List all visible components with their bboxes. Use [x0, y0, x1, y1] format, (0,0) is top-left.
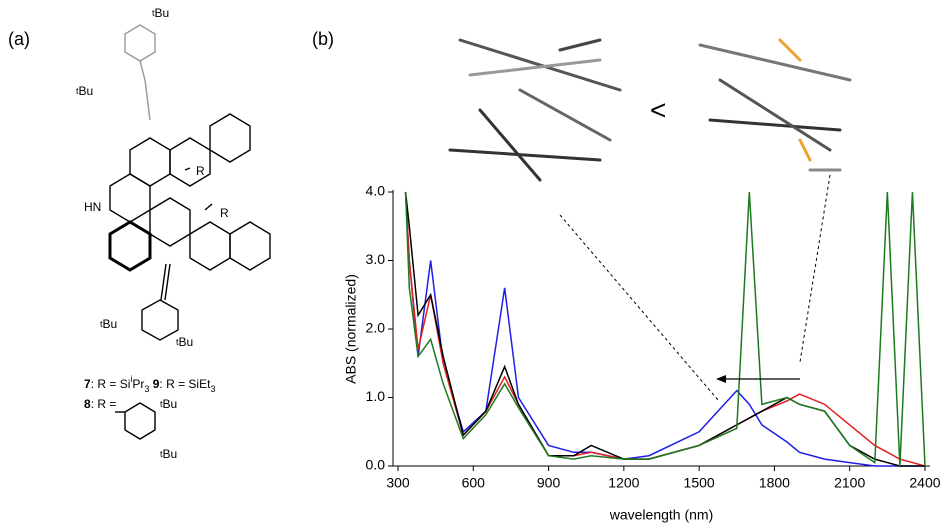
y-tick-label: 4.0 [366, 183, 386, 199]
series-line [406, 192, 925, 466]
tbu: tBu [152, 6, 169, 20]
x-tick-label: 900 [537, 475, 561, 491]
x-tick-label: 2100 [834, 475, 865, 491]
inset-structure [700, 40, 850, 170]
r-label: R [196, 164, 205, 178]
x-tick-label: 2400 [909, 475, 940, 491]
caption-part: Pr [132, 377, 144, 391]
molecule-labels: tBu tBu R HN R tBu tBu 7: R = SiiPr3 9: … [76, 6, 229, 461]
caption-part: : R = [91, 397, 117, 411]
x-tick-label: 600 [462, 475, 486, 491]
series-line [406, 192, 925, 466]
y-tick-label: 2.0 [366, 320, 386, 336]
tbu-group: Bu [79, 84, 94, 98]
caption-part: 3 [210, 384, 215, 394]
tbu: tBu [160, 397, 177, 411]
y-tick-label: 1.0 [366, 388, 386, 404]
figure: (a) (b) tBu tBu R HN R tBu tBu 7: R = Si… [0, 0, 949, 526]
x-axis-label: wavelength (nm) [609, 507, 714, 523]
x-tick-label: 1500 [684, 475, 715, 491]
x-tick-label: 300 [386, 475, 410, 491]
connector [560, 215, 718, 400]
tbu: tBu [176, 335, 193, 349]
panel-label: (b) [312, 29, 334, 49]
plot: 0.0 1.0 2.0 3.0 4.0 300 600 900 1200 1500 1800 2100… [343, 183, 941, 523]
tbu-group: Bu [155, 6, 170, 20]
caption-line: 7: R = SiiPr3 9: R = SiEt3 [84, 374, 215, 394]
connector [800, 175, 830, 362]
x-tick-label: 1200 [608, 475, 639, 491]
inset-structure [450, 40, 620, 180]
caption-part: 9 [149, 377, 159, 391]
r-label: R [220, 206, 229, 220]
x-tick-label: 1800 [759, 475, 790, 491]
series-line [406, 192, 925, 466]
y-tick-label: 3.0 [366, 251, 386, 267]
tbu-group: Bu [163, 447, 178, 461]
y-axis-label: ABS (normalized) [343, 274, 359, 384]
tbu-group: Bu [163, 397, 178, 411]
caption-part: : R = SiEt [159, 377, 211, 391]
panel-label: (a) [8, 29, 30, 49]
arrow-head [716, 375, 726, 383]
tbu: tBu [100, 317, 117, 331]
caption-part: : R = Si [91, 377, 131, 391]
caption-line: 8: R = [84, 397, 116, 411]
hn-label: HN [84, 200, 101, 214]
tbu: tBu [160, 447, 177, 461]
y-tick-label: 0.0 [366, 457, 386, 473]
tbu-group: Bu [103, 317, 118, 331]
series-line [406, 192, 925, 466]
comparison: < [650, 94, 666, 125]
tbu: tBu [76, 84, 93, 98]
tbu-group: Bu [179, 335, 194, 349]
